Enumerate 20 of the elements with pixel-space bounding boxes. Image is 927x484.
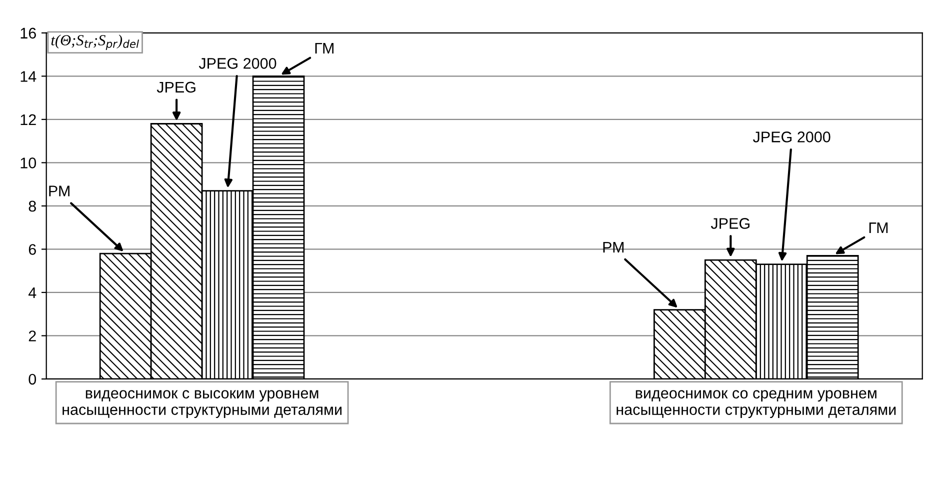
text: РМ <box>49 186 70 196</box>
series-label: ГМ <box>315 43 334 54</box>
text: РМ <box>603 242 624 253</box>
y-tick-label: 4 <box>28 287 36 298</box>
text: JPEG 2000 <box>752 132 830 142</box>
y-axis-title: t(Θ;S$_{tr}$;S$_{pr}$)$_{del}$ <box>51 34 139 50</box>
text: JPEG <box>710 218 750 229</box>
y-tick-label: 12 <box>20 114 36 125</box>
y-tick-label: 10 <box>20 158 36 168</box>
x-tick-label: видеоснимок со средним уровнем насыщенности структурными деталями <box>616 390 896 418</box>
y-tick-label: 2 <box>28 330 36 342</box>
text: JPEG 2000 <box>198 58 276 69</box>
y-tick-label: 16 <box>20 28 36 39</box>
y-tick-label: 14 <box>20 71 36 82</box>
text: ГМ <box>869 222 888 234</box>
y-tick-label: 6 <box>28 244 36 255</box>
y-tick-label: 8 <box>28 200 36 212</box>
y-tick-label: 0 <box>28 374 36 385</box>
x-tick-label: видеоснимок с высоким уровнем насыщенности структурными деталями <box>62 390 342 418</box>
text: JPEG <box>156 82 196 93</box>
